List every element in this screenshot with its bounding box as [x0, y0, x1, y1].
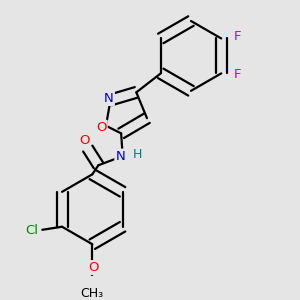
Text: H: H	[133, 148, 142, 161]
Text: Cl: Cl	[25, 224, 38, 237]
Text: O: O	[96, 121, 107, 134]
Text: F: F	[234, 30, 242, 44]
Text: O: O	[88, 261, 98, 274]
Text: N: N	[104, 92, 114, 105]
Text: F: F	[234, 68, 242, 81]
Text: N: N	[116, 150, 125, 163]
Text: CH₃: CH₃	[81, 287, 104, 300]
Text: O: O	[79, 134, 89, 148]
